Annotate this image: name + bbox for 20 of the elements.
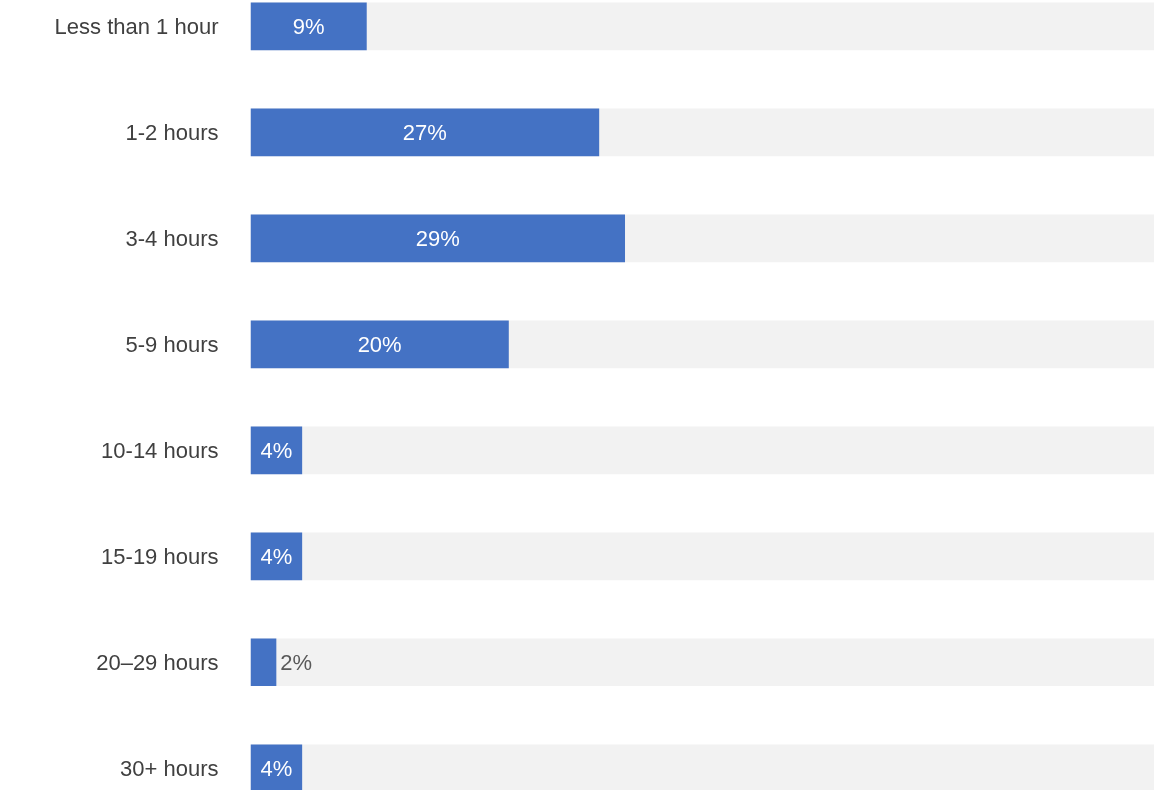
y-tick-label: Less than 1 hour — [54, 13, 219, 39]
y-tick-label: 10-14 hours — [101, 437, 219, 463]
y-tick-label: 30+ hours — [120, 755, 219, 781]
y-tick-label: 1-2 hours — [125, 119, 219, 145]
data-label: 4% — [260, 543, 293, 569]
data-label: 20% — [357, 331, 402, 357]
y-tick-label: 5-9 hours — [125, 331, 219, 357]
y-tick-label: 3-4 hours — [125, 225, 219, 251]
bar — [250, 426, 303, 475]
data-label: 29% — [415, 225, 460, 251]
data-label: 27% — [402, 119, 447, 145]
bar — [250, 2, 367, 51]
data-label: 4% — [260, 437, 293, 463]
data-label: 2% — [280, 649, 313, 675]
y-tick-label: 15-19 hours — [101, 543, 219, 569]
data-label: 9% — [292, 13, 325, 39]
bar — [250, 638, 277, 687]
data-label: 4% — [260, 755, 293, 781]
bar — [250, 532, 303, 581]
y-tick-label: 20–29 hours — [96, 649, 219, 675]
